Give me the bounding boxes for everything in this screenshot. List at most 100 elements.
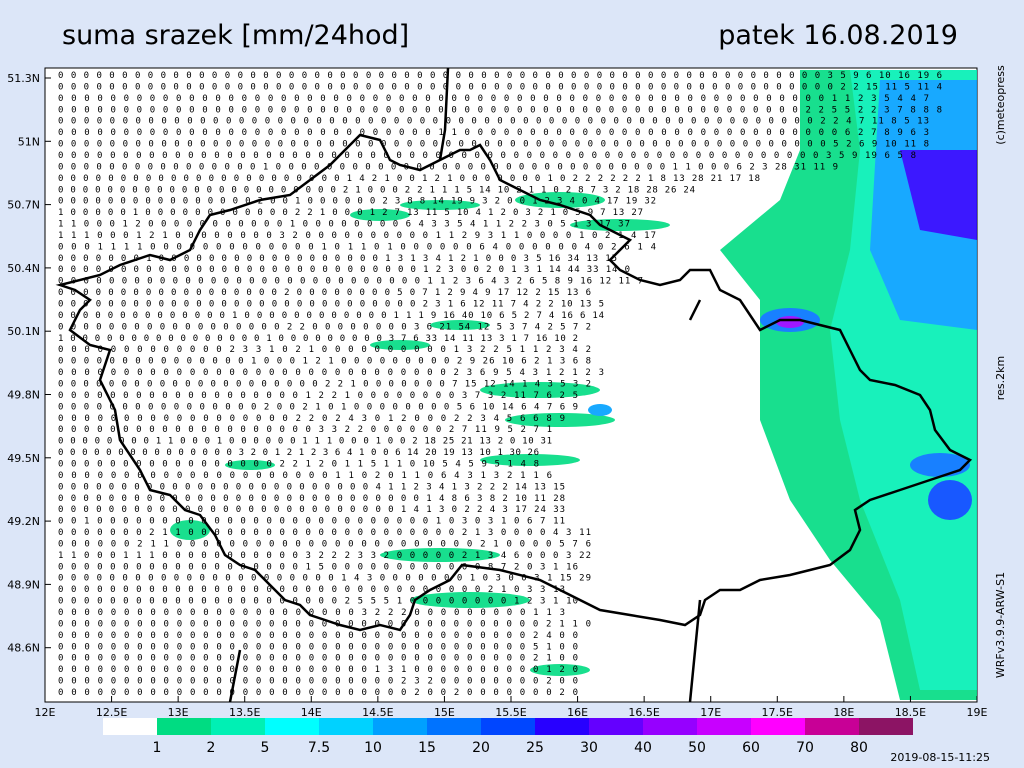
grid-row: 0 0 0 0 0 0 0 0 0 0 0 0 0 0 0 0 0 0 0 0 … [58,71,942,81]
grid-row: 1 1 1 0 0 0 1 2 1 0 0 0 0 0 0 0 0 3 2 0 … [58,231,656,241]
grid-row: 0 0 0 0 0 0 0 0 0 0 0 0 0 0 0 0 0 0 0 0 … [58,654,578,664]
lon-label: 16E [567,706,588,719]
grid-row: 0 0 0 0 0 0 0 0 0 0 0 0 0 0 0 0 0 0 0 0 … [58,128,929,138]
lon-labels: 12E 12.5E 13E 13.5E 14E 14.5E 15E 15.5E 16E 16.5E… [35,696,988,719]
colorbar-swatch [805,718,859,735]
colorbar-swatch [535,718,589,735]
lon-label: 13.5E [229,706,260,719]
grid-row: 0 0 0 0 0 0 0 0 0 0 0 0 0 0 0 0 0 0 0 0 … [58,585,565,595]
grid-row: 0 0 0 0 0 0 0 0 0 0 0 0 0 0 1 0 0 0 0 0 … [58,311,604,321]
colorbar-label: 80 [850,740,868,756]
colorbar-label: 70 [796,740,814,756]
grid-row: 0 0 0 0 0 0 0 0 0 0 0 0 0 0 0 0 0 0 0 1 … [58,562,578,572]
colorbar-swatch [211,718,265,735]
grid-row: 0 0 0 0 0 0 0 2 1 1 0 0 0 0 0 0 0 0 0 0 … [58,528,591,538]
grid-row: 0 0 0 0 0 0 0 0 0 0 0 0 0 0 0 0 0 0 0 0 … [58,608,565,618]
grid-row: 0 0 0 0 0 0 0 1 0 0 0 0 0 0 0 0 0 0 0 0 … [58,254,617,264]
lon-label: 13E [168,706,189,719]
grid-row: 0 0 0 0 0 0 0 0 0 0 0 0 0 0 0 0 2 0 0 2 … [58,402,578,412]
colorbar-label: 1 [153,740,162,756]
grid-row: 0 0 0 0 0 0 0 0 0 0 0 0 0 0 0 0 1 0 0 0 … [58,162,838,172]
colorbar-label: 5 [261,740,270,756]
lon-label: 15E [434,706,455,719]
lon-label: 19E [967,706,988,719]
lon-label: 14E [301,706,322,719]
lon-label: 16.5E [628,706,659,719]
colorbar-label: 10 [364,740,382,756]
colorbar-swatch [319,718,373,735]
grid-row: 1 1 0 0 0 1 1 1 0 0 0 0 0 0 0 0 0 0 0 3 … [58,551,591,561]
colorbar-label: 20 [472,740,490,756]
colorbar-label: 30 [580,740,598,756]
grid-row: 0 0 0 0 0 0 0 0 0 0 0 0 0 0 0 0 0 0 0 1 … [58,391,578,401]
colorbar-swatch [103,718,157,735]
colorbar-swatch [157,718,211,735]
colorbar-swatch [643,718,697,735]
grid-row: 0 0 0 0 0 0 0 0 0 0 0 0 0 0 0 0 0 0 0 0 … [58,677,578,687]
colorbar-swatch [589,718,643,735]
grid-row: 0 0 0 0 0 0 0 0 0 0 0 0 0 0 0 0 0 0 0 0 … [58,277,643,287]
lat-label: 49.5N [7,452,40,465]
colorbar-swatch [481,718,535,735]
grid-row: 0 0 0 0 0 0 0 0 0 0 0 0 0 0 0 0 0 0 0 0 … [58,265,630,275]
grid-row: 0 0 0 0 0 0 2 1 1 0 0 0 0 0 0 0 0 0 0 0 … [58,539,591,549]
grid-row: 0 0 0 0 0 0 0 0 0 0 0 0 0 0 0 0 0 0 0 0 … [58,574,591,584]
grid-row: 0 0 0 0 0 0 0 0 0 0 0 0 0 0 0 0 0 0 0 0 … [58,105,942,115]
lat-label: 51.3N [7,72,40,85]
grid-row: 0 0 0 0 0 0 0 0 0 0 0 0 0 0 0 0 0 0 0 0 … [58,665,578,675]
lon-label: 12.5E [96,706,127,719]
colorbar-label: 40 [634,740,652,756]
lon-label: 18.5E [895,706,926,719]
lat-label: 48.6N [7,642,40,655]
timestamp: 2019-08-15-11:25 [890,751,990,764]
grid-row: 0 0 0 0 0 0 0 0 0 0 0 0 0 0 0 0 0 0 0 0 … [58,642,578,652]
lat-label: 50.7N [7,199,40,212]
copyright: (c)meteopress [994,65,1007,145]
grid-row: 0 0 0 0 0 0 0 0 0 0 0 0 0 0 0 0 0 0 0 0 … [58,82,942,92]
grid-row: 0 0 0 0 0 0 0 0 0 0 0 0 0 0 0 0 0 0 0 0 … [58,688,578,698]
grid-row: 0 0 0 0 0 0 0 0 0 0 0 0 0 0 0 0 0 2 2 1 … [58,459,539,469]
title: suma srazek [mm/24hod] [62,20,409,51]
lat-label: 49.8N [7,389,40,402]
lon-label: 18E [833,706,854,719]
lat-label: 48.9N [7,578,40,591]
grid-row: 0 0 0 0 0 0 0 0 0 0 0 0 0 0 0 1 0 0 0 1 … [58,357,591,367]
grid-row: 1 1 0 0 0 1 2 0 0 0 0 0 0 0 0 0 0 0 1 0 … [58,220,630,230]
grid-row: 0 0 0 0 0 0 0 0 0 0 0 0 0 0 0 0 0 0 0 0 … [58,619,591,629]
colorbar-swatch [751,718,805,735]
lat-label: 51N [18,135,40,148]
lon-label: 17E [700,706,721,719]
grid-row: 0 0 0 0 0 0 0 0 0 0 0 0 0 0 0 0 0 0 0 0 … [58,368,604,378]
resolution: res.2km [994,356,1007,400]
grid-row: 0 0 0 0 0 0 0 0 0 0 0 0 0 0 0 0 0 0 0 0 … [58,174,760,184]
colorbar-swatch [859,718,913,735]
colorbar-label: 7.5 [308,740,330,756]
grid-row: 0 0 0 0 0 0 0 0 0 0 0 0 0 0 0 0 0 0 2 0 … [58,288,591,298]
colorbar-label: 50 [688,740,706,756]
grid-row: 0 0 0 1 1 1 1 0 0 0 0 0 0 0 0 0 0 0 0 0 … [58,242,656,252]
colorbar-label: 25 [526,740,544,756]
lon-label: 17.5E [762,706,793,719]
grid-row: 0 0 0 0 0 0 0 0 0 0 0 0 0 0 0 0 0 0 0 0 … [58,505,565,515]
lat-label: 50.4N [7,262,40,275]
border [55,133,973,632]
grid-row: 0 0 1 0 0 0 0 0 0 0 0 0 0 0 0 0 0 0 0 0 … [58,517,565,527]
lat-labels: 51.3N 51N 50.7N 50.4N 50.1N 49.8N 49.5N 49.2N 48… [7,72,51,655]
grid-row: 0 0 0 0 0 0 0 0 0 0 0 0 0 0 0 0 0 0 0 0 … [58,471,552,481]
model: WRFv3.9.9-ARW-S1 [994,572,1007,678]
grid-row: 0 0 0 0 0 0 0 0 0 0 0 0 0 0 0 0 0 0 0 0 … [58,482,565,492]
grid-row: 0 0 0 0 0 0 0 0 0 0 0 0 0 0 0 0 0 0 0 0 … [58,117,929,127]
grid-row: 0 0 0 0 0 0 0 0 0 0 0 0 0 0 0 0 0 0 0 0 … [58,140,929,150]
colorbar-swatch [373,718,427,735]
lat-label: 49.2N [7,515,40,528]
grid-row: 0 0 0 0 0 0 0 0 0 0 0 0 0 0 0 0 0 0 0 0 … [58,185,695,195]
grid-row: 0 0 0 0 0 0 0 0 0 0 0 0 0 0 0 0 0 0 0 0 … [58,425,552,435]
grid-row: 0 0 0 0 0 0 0 0 0 0 0 0 0 0 0 0 0 0 2 2 … [58,322,591,332]
grid-row: 0 0 0 0 0 0 0 0 0 0 0 0 0 2 3 3 1 0 2 1 … [58,345,591,355]
grid-row: 0 0 0 0 0 0 0 0 0 0 0 0 0 0 0 0 0 0 0 0 … [58,300,604,310]
grid-row: 0 0 0 0 0 0 0 0 0 0 0 0 0 0 0 0 0 0 0 0 … [58,94,929,104]
colorbar: 1 2 5 7.5 10 15 20 25 30 40 50 60 70 80 [103,718,913,756]
colorbar-swatch [427,718,481,735]
